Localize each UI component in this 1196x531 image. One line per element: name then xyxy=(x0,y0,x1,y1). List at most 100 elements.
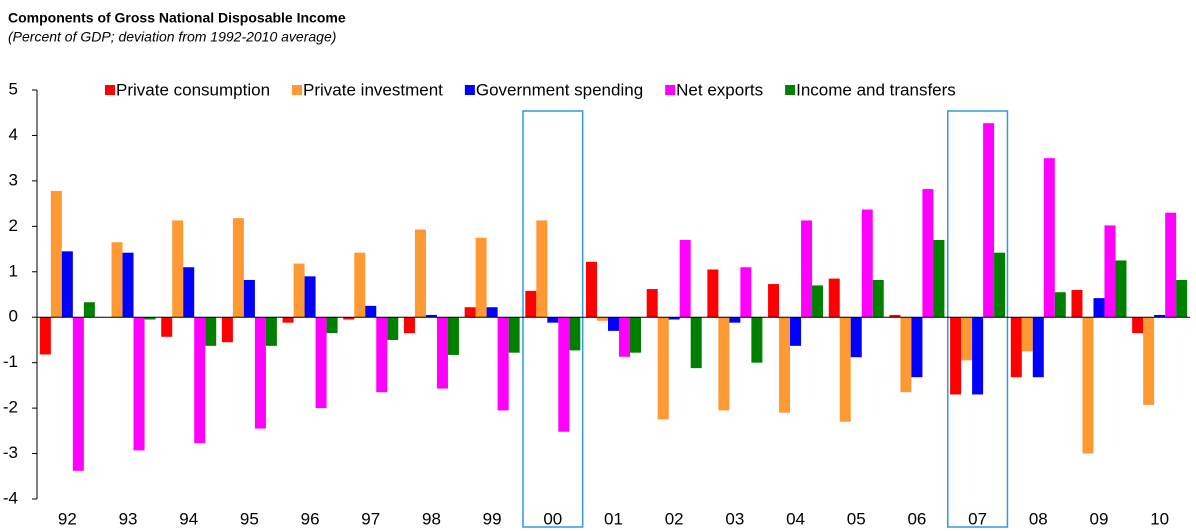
bar xyxy=(679,239,691,318)
x-tick-label: 97 xyxy=(361,509,380,528)
bar xyxy=(326,317,338,334)
bar xyxy=(1143,317,1155,405)
y-tick-label: 4 xyxy=(9,125,18,144)
highlight-box xyxy=(522,110,584,528)
bar xyxy=(922,189,934,318)
y-tick-label: 5 xyxy=(9,79,18,98)
x-tick-label: 05 xyxy=(847,509,866,528)
bar xyxy=(608,317,619,331)
bar xyxy=(1093,298,1105,318)
bar xyxy=(790,317,802,346)
y-tick-label: 1 xyxy=(9,261,18,280)
bar xyxy=(1165,212,1177,318)
bar xyxy=(61,251,73,318)
chart-subtitle: (Percent of GDP; deviation from 1992-201… xyxy=(8,29,336,45)
bar xyxy=(315,317,327,409)
x-tick-label: 94 xyxy=(179,509,198,528)
y-tick-label: -2 xyxy=(3,398,18,417)
x-tick-label: 96 xyxy=(301,509,320,528)
bar xyxy=(812,285,824,318)
bar xyxy=(1043,158,1055,318)
bar xyxy=(779,317,791,413)
bar xyxy=(304,276,316,318)
bar xyxy=(933,239,945,318)
x-tick-label: 03 xyxy=(725,509,744,528)
bar xyxy=(464,307,476,318)
bar xyxy=(72,317,84,471)
bar xyxy=(768,284,780,318)
bar xyxy=(1176,279,1188,318)
bar xyxy=(889,314,901,318)
y-tick-label: -3 xyxy=(3,443,18,462)
bar xyxy=(194,317,206,444)
bar xyxy=(961,317,973,361)
x-tick-label: 07 xyxy=(968,509,987,528)
bar xyxy=(497,317,509,411)
y-tick-label: 2 xyxy=(9,216,18,235)
bar xyxy=(39,317,51,355)
bar xyxy=(801,220,813,318)
bar xyxy=(525,290,537,318)
legend-swatch xyxy=(464,85,475,95)
bar xyxy=(872,279,884,318)
bar xyxy=(1132,317,1144,334)
highlight-box xyxy=(947,110,1009,528)
bar xyxy=(972,317,984,395)
bar xyxy=(83,302,95,318)
legend-label: Government spending xyxy=(476,80,643,99)
bar xyxy=(740,267,752,318)
bar xyxy=(911,317,923,378)
bar xyxy=(486,307,498,318)
legend-swatch xyxy=(785,85,796,95)
bar xyxy=(983,123,995,318)
bar xyxy=(254,317,266,429)
bar xyxy=(536,220,548,318)
legend-label: Net exports xyxy=(676,80,763,99)
x-tick-label: 95 xyxy=(240,509,259,528)
bar xyxy=(1082,317,1094,454)
bar xyxy=(1032,317,1044,378)
bar xyxy=(376,317,388,393)
bar xyxy=(354,252,366,318)
bar xyxy=(343,317,355,320)
bar xyxy=(1010,317,1022,378)
x-tick-label: 98 xyxy=(422,509,441,528)
bar xyxy=(293,263,305,318)
x-tick-label: 02 xyxy=(665,509,684,528)
y-tick-label: 3 xyxy=(9,170,18,189)
x-tick-label: 06 xyxy=(907,509,926,528)
x-tick-label: 04 xyxy=(786,509,805,528)
y-tick-label: 0 xyxy=(9,307,18,326)
bar xyxy=(1104,225,1116,318)
bar xyxy=(828,278,840,318)
bar xyxy=(547,317,559,323)
bar xyxy=(232,218,244,318)
bar xyxy=(425,314,437,318)
x-tick-label: 09 xyxy=(1090,509,1109,528)
x-tick-label: 08 xyxy=(1029,509,1048,528)
bar xyxy=(265,317,277,346)
bar xyxy=(111,242,123,318)
bar xyxy=(900,317,912,393)
bar xyxy=(282,317,294,323)
bar xyxy=(657,317,669,420)
bar xyxy=(861,209,873,318)
bar xyxy=(569,317,581,351)
legend-swatch xyxy=(665,85,676,95)
bar xyxy=(950,317,962,395)
bar xyxy=(172,220,184,318)
x-tick-label: 01 xyxy=(604,509,623,528)
bar xyxy=(447,317,459,355)
bar xyxy=(133,317,145,451)
chart-title: Components of Gross National Disposable … xyxy=(8,10,346,26)
bar xyxy=(161,317,173,337)
bar xyxy=(475,237,487,318)
bar xyxy=(1071,289,1083,318)
bar xyxy=(707,269,719,318)
bar xyxy=(630,317,641,353)
bar xyxy=(751,317,763,363)
bar xyxy=(144,317,156,320)
bar xyxy=(243,279,255,318)
bar xyxy=(365,305,377,318)
